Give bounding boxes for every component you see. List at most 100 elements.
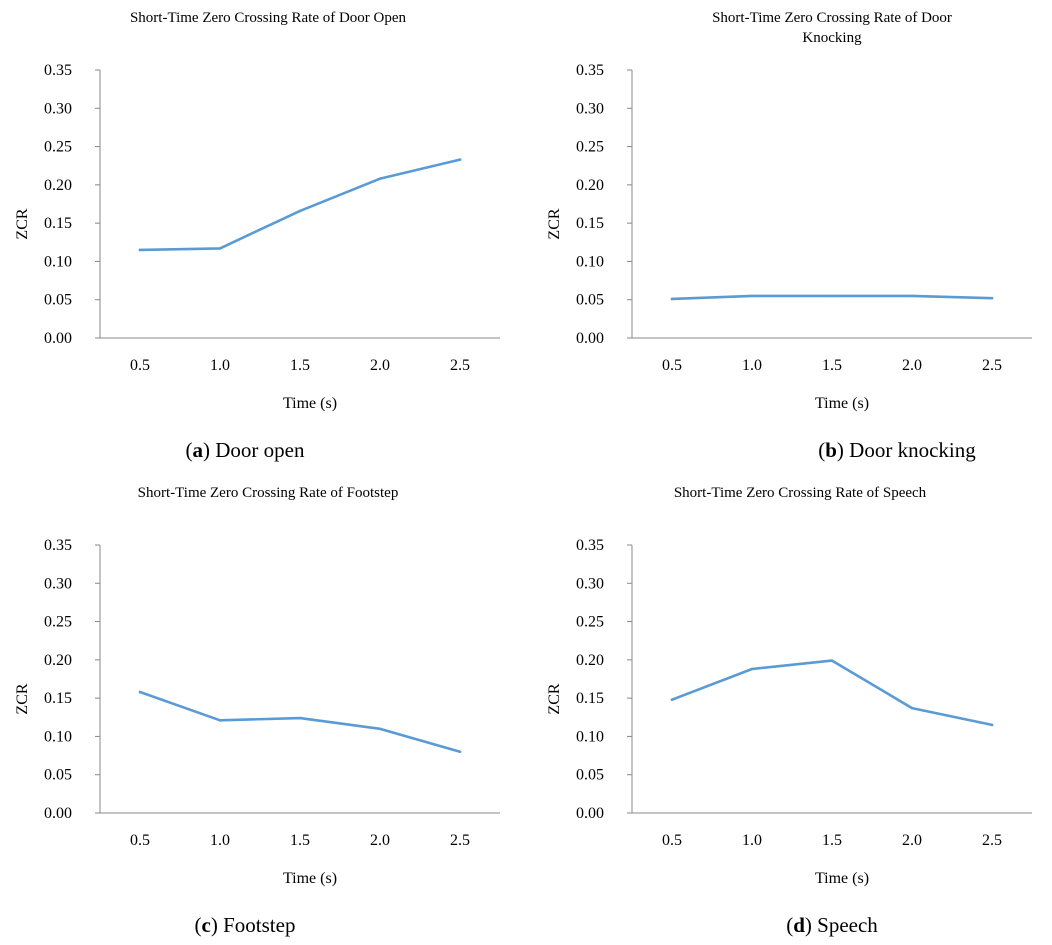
x-tick-label: 1.5 — [290, 357, 310, 374]
x-tick-label: 1.5 — [290, 832, 310, 849]
series-line — [138, 690, 462, 754]
caption-letter: b — [825, 438, 837, 462]
data-point — [378, 177, 382, 181]
caption-paren-close: ) — [837, 438, 849, 462]
data-point — [458, 750, 462, 754]
figure-caption: (d) Speech — [786, 913, 878, 937]
y-tick-label: 0.30 — [576, 575, 604, 592]
caption-paren-close: ) — [211, 913, 223, 937]
y-tick-label: 0.35 — [576, 62, 604, 79]
y-tick-label: 0.15 — [44, 215, 72, 232]
caption-text: Door knocking — [849, 438, 976, 462]
chart-title-line-2: Knocking — [802, 30, 862, 46]
y-tick-label: 0.10 — [44, 728, 72, 745]
y-tick-label: 0.00 — [44, 330, 72, 347]
data-point — [670, 297, 674, 301]
y-tick-label: 0.25 — [576, 139, 604, 156]
y-tick-label: 0.30 — [576, 100, 604, 117]
caption-paren-close: ) — [805, 913, 817, 937]
caption-letter: a — [193, 438, 204, 462]
caption-paren-open: ( — [818, 438, 825, 462]
x-tick-label: 2.5 — [982, 357, 1002, 374]
x-axis-label: Time (s) — [815, 870, 869, 887]
y-tick-label: 0.35 — [44, 537, 72, 554]
caption-letter: c — [202, 913, 211, 937]
y-tick-label: 0.25 — [44, 139, 72, 156]
y-axis-label: ZCR — [546, 683, 563, 714]
chart-panel-footstep: Short-Time Zero Crossing Rate of Footste… — [0, 475, 520, 945]
y-tick-label: 0.10 — [576, 253, 604, 270]
x-tick-label: 2.0 — [902, 357, 922, 374]
y-tick-label: 0.15 — [576, 690, 604, 707]
y-tick-label: 0.20 — [576, 177, 604, 194]
y-axis-label: ZCR — [14, 683, 31, 714]
caption-text: Footstep — [223, 913, 295, 937]
y-tick-label: 0.00 — [44, 805, 72, 822]
x-tick-label: 1.0 — [742, 832, 762, 849]
x-axis-label: Time (s) — [283, 870, 337, 887]
data-point — [830, 659, 834, 662]
caption-paren-open: ( — [195, 913, 202, 937]
x-tick-label: 0.5 — [662, 832, 682, 849]
figure-caption: (a) Door open — [186, 438, 305, 462]
data-point — [750, 667, 754, 671]
x-tick-label: 1.0 — [210, 832, 230, 849]
y-tick-label: 0.05 — [576, 767, 604, 784]
data-point — [298, 716, 302, 720]
chart-panel-speech: Short-Time Zero Crossing Rate of Speech 0… — [532, 475, 1052, 945]
data-point — [750, 294, 754, 298]
data-point — [378, 727, 382, 731]
caption-paren-open: ( — [786, 913, 793, 937]
chart-svg: Short-Time Zero Crossing Rate of Footste… — [14, 485, 500, 937]
data-point — [138, 248, 142, 252]
x-tick-label: 2.5 — [982, 832, 1002, 849]
y-tick-label: 0.15 — [44, 690, 72, 707]
data-point — [910, 706, 914, 710]
y-tick-label: 0.20 — [44, 177, 72, 194]
series-line — [670, 659, 994, 727]
data-point — [910, 294, 914, 298]
chart-svg: Short-Time Zero Crossing Rate of Speech 0… — [546, 485, 1032, 937]
chart-title: Short-Time Zero Crossing Rate of Door Op… — [130, 10, 407, 26]
caption-text: Door open — [215, 438, 305, 462]
y-tick-label: 0.35 — [44, 62, 72, 79]
x-tick-label: 0.5 — [130, 832, 150, 849]
data-point — [990, 723, 994, 727]
y-tick-label: 0.00 — [576, 330, 604, 347]
y-tick-label: 0.05 — [44, 767, 72, 784]
y-axis-label: ZCR — [14, 208, 31, 239]
caption-paren-close: ) — [203, 438, 215, 462]
x-axis-label: Time (s) — [815, 395, 869, 412]
y-tick-label: 0.10 — [44, 253, 72, 270]
chart-title: Short-Time Zero Crossing Rate of Speech — [674, 485, 927, 501]
figure-caption: (b) Door knocking — [818, 438, 976, 462]
series-line — [138, 158, 462, 252]
x-tick-label: 2.0 — [370, 832, 390, 849]
data-point — [218, 247, 222, 250]
y-tick-label: 0.25 — [44, 614, 72, 631]
chart-panel-door-open: Short-Time Zero Crossing Rate of Door Op… — [0, 0, 520, 470]
y-tick-label: 0.15 — [576, 215, 604, 232]
chart-panel-door-knocking: Short-Time Zero Crossing Rate of Door Kno… — [532, 0, 1052, 470]
y-tick-label: 0.10 — [576, 728, 604, 745]
x-tick-label: 1.0 — [210, 357, 230, 374]
y-axis-label: ZCR — [546, 208, 563, 239]
x-tick-label: 1.5 — [822, 357, 842, 374]
figure-caption: (c) Footstep — [195, 913, 296, 937]
y-tick-label: 0.30 — [44, 100, 72, 117]
y-tick-label: 0.30 — [44, 575, 72, 592]
y-tick-label: 0.05 — [44, 292, 72, 309]
data-point — [670, 698, 674, 701]
y-tick-label: 0.20 — [44, 652, 72, 669]
y-tick-label: 0.00 — [576, 805, 604, 822]
x-tick-label: 2.5 — [450, 357, 470, 374]
data-point — [298, 209, 302, 213]
chart-svg: Short-Time Zero Crossing Rate of Door Op… — [14, 10, 500, 462]
x-tick-label: 1.0 — [742, 357, 762, 374]
chart-title: Short-Time Zero Crossing Rate of Footste… — [138, 485, 399, 501]
x-tick-label: 2.0 — [902, 832, 922, 849]
data-point — [218, 719, 222, 722]
caption-letter: d — [793, 913, 805, 937]
data-point — [990, 296, 994, 300]
x-tick-label: 0.5 — [662, 357, 682, 374]
